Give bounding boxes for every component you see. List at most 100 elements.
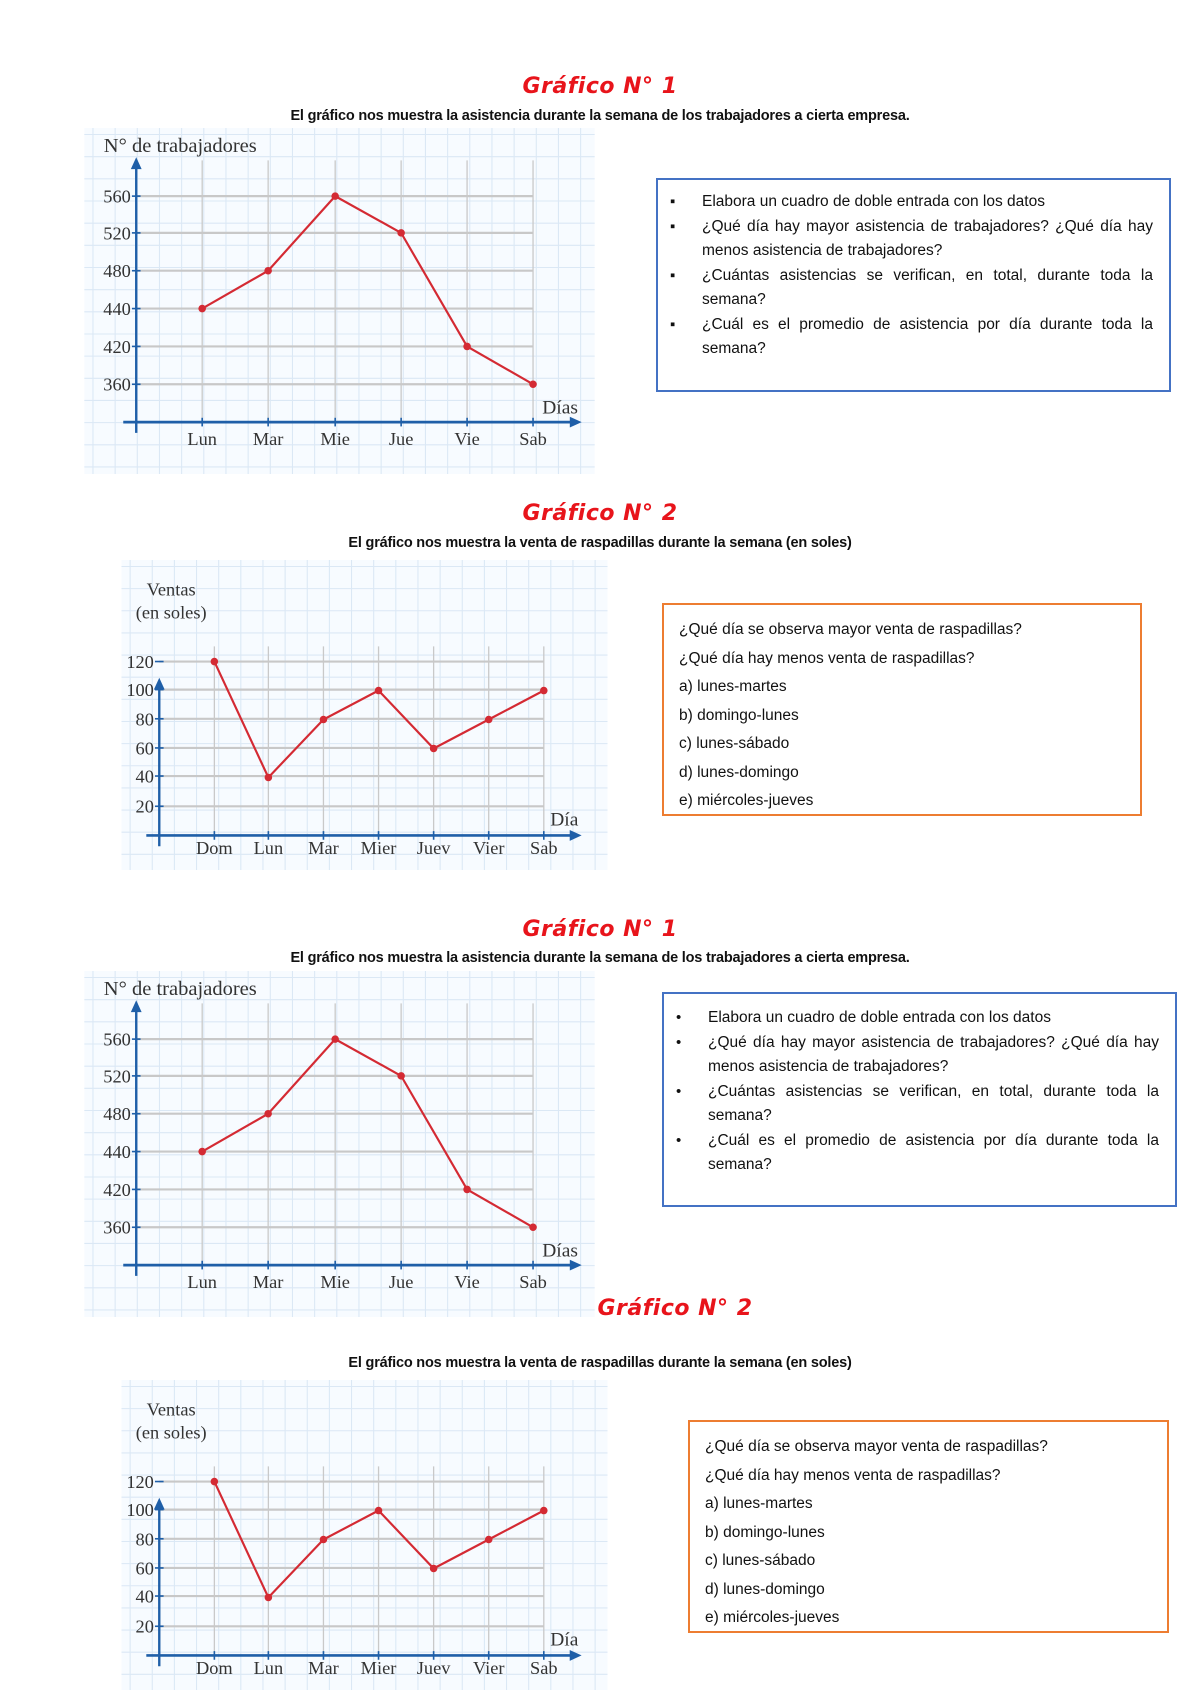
x-tick-label: Mar — [253, 1272, 284, 1292]
data-point — [264, 1593, 273, 1602]
question-text: ¿Cuántas asistencias se verifican, en to… — [702, 267, 1153, 308]
bullet-icon: • — [676, 1132, 682, 1149]
question-text: ¿Qué día hay menos venta de raspadillas? — [705, 1466, 1001, 1484]
data-point — [264, 773, 273, 782]
y-tick-label: 480 — [103, 261, 131, 281]
data-point — [397, 1072, 405, 1080]
y-tick-label: 480 — [103, 1104, 131, 1124]
x-axis-arrow-icon — [569, 1650, 582, 1661]
chart-sales: 20 40 60 80 100 120 Dom Lun Mar Mier Juev Vier Sab Dí… — [121, 560, 608, 870]
chart-background — [121, 1380, 608, 1690]
answer-option: a) lunes-martes — [679, 678, 787, 695]
y-tick-label: 560 — [103, 1030, 131, 1050]
bullet-icon: • — [676, 1034, 682, 1051]
answer-option: d) lunes-domingo — [679, 763, 799, 781]
chart-background — [121, 560, 608, 870]
x-tick-label: Juev — [417, 838, 451, 858]
question-text: ¿Cuál es el promedio de asistencia por d… — [708, 1132, 1159, 1173]
y-tick-label: 60 — [136, 738, 154, 758]
x-axis-label: Día — [550, 1630, 578, 1651]
x-tick-label: Sab — [519, 1272, 547, 1292]
x-tick-label: Sab — [519, 429, 547, 449]
x-tick-label: Mier — [361, 1658, 397, 1678]
question-item: ▪ ¿Cuántas asistencias se verifican, en t… — [664, 264, 1153, 312]
answer-option: a) lunes-martes — [705, 1495, 813, 1512]
data-point — [484, 1535, 493, 1544]
question-text: ¿Qué día hay menos venta de raspadillas? — [679, 649, 975, 667]
x-axis-label: Día — [550, 810, 578, 831]
y-axis-label: Ventas — [147, 1400, 196, 1420]
chart-sales-copy: 20 40 60 80 100 120 Dom Lun Mar Mier Juev Vier Sab Dí… — [121, 1380, 608, 1690]
chart-attendance-copy: 360 420 440 480 520 560 Lun Mar Mie Jue Vie Sab Días… — [84, 971, 595, 1317]
chart-attendance: 360 420 440 480 520 560 Lun Mar Mie Jue Vie Sab Días… — [84, 128, 595, 474]
x-tick-label: Lun — [254, 1658, 284, 1678]
y-tick-label: 420 — [103, 337, 131, 357]
answer-option: c) lunes-sábado — [679, 735, 790, 752]
data-line — [201, 194, 534, 386]
question-item: • ¿Cuántas asistencias se verifican, en t… — [670, 1080, 1159, 1128]
x-tick-label: Vie — [454, 1272, 479, 1292]
data-line — [201, 1037, 534, 1229]
bullet-icon: ▪ — [670, 316, 676, 333]
answer-option: b) domingo-lunes — [705, 1523, 825, 1541]
x-tick-label: Vier — [473, 838, 505, 858]
bullet-icon: ▪ — [670, 267, 676, 284]
y-axis-label: (en soles) — [136, 602, 207, 623]
section-2-title: Gráfico N° 2 — [522, 501, 678, 526]
x-axis-label: Días — [542, 397, 578, 418]
x-tick-label: Lun — [187, 1272, 217, 1292]
x-tick-label: Jue — [389, 429, 414, 449]
y-tick-label: 360 — [103, 375, 131, 395]
bullet-icon: • — [676, 1009, 682, 1026]
y-tick-label: 20 — [136, 797, 154, 817]
x-tick-label: Vier — [473, 1658, 505, 1678]
chart-background — [84, 971, 595, 1317]
answer-option: d) lunes-domingo — [705, 1580, 825, 1598]
y-tick-label: 120 — [126, 652, 154, 672]
data-point — [484, 715, 493, 724]
data-point — [331, 1035, 339, 1043]
question-text: ¿Qué día hay mayor asistencia de trabaja… — [702, 218, 1153, 259]
answer-option: e) miércoles-jueves — [679, 792, 814, 809]
y-tick-label: 80 — [136, 709, 154, 729]
data-point — [319, 715, 328, 724]
x-axis-label: Días — [542, 1240, 578, 1261]
x-tick-label: Mie — [320, 1272, 350, 1292]
x-tick-label: Sab — [530, 838, 558, 858]
question-text: Elabora un cuadro de doble entrada con l… — [702, 193, 1045, 210]
x-tick-label: Mier — [361, 838, 397, 858]
x-axis-arrow-icon — [569, 416, 582, 428]
questions-box-3: • Elabora un cuadro de doble entrada con … — [662, 992, 1177, 1207]
data-point — [397, 229, 405, 237]
question-item: ▪ ¿Qué día hay mayor asistencia de trabaj… — [664, 215, 1153, 263]
data-point — [210, 657, 219, 666]
y-tick-label: 120 — [126, 1472, 154, 1492]
x-tick-label: Mar — [253, 429, 284, 449]
data-point — [529, 1223, 537, 1232]
section-1-title: Gráfico N° 1 — [522, 74, 678, 99]
data-point — [264, 266, 272, 275]
question-item: • ¿Cuál es el promedio de asistencia por … — [670, 1129, 1159, 1177]
question-item: ▪ Elabora un cuadro de doble entrada con … — [664, 190, 1153, 214]
answer-option: c) lunes-sábado — [705, 1552, 816, 1569]
x-tick-label: Mar — [308, 838, 339, 858]
y-tick-label: 80 — [136, 1529, 154, 1549]
y-tick-label: 440 — [103, 1142, 131, 1162]
data-point — [210, 1477, 219, 1486]
y-axis-label: (en soles) — [136, 1422, 207, 1443]
y-tick-label: 100 — [126, 1500, 154, 1520]
x-tick-label: Vie — [454, 429, 479, 449]
y-tick-label: 420 — [103, 1180, 131, 1200]
section-1-subtitle: El gráfico nos muestra la asistencia dur… — [290, 108, 910, 124]
chart-background — [84, 128, 595, 474]
question-text: ¿Cuál es el promedio de asistencia por d… — [702, 316, 1153, 357]
section-3-title: Gráfico N° 1 — [522, 917, 678, 942]
y-tick-label: 360 — [103, 1218, 131, 1238]
data-point — [540, 686, 548, 695]
data-point — [331, 192, 339, 200]
bullet-icon: ▪ — [670, 193, 676, 210]
y-tick-label: 440 — [103, 299, 131, 319]
answer-option: b) domingo-lunes — [679, 706, 799, 724]
y-tick-label: 40 — [136, 1587, 154, 1607]
x-axis-arrow-icon — [569, 830, 582, 841]
